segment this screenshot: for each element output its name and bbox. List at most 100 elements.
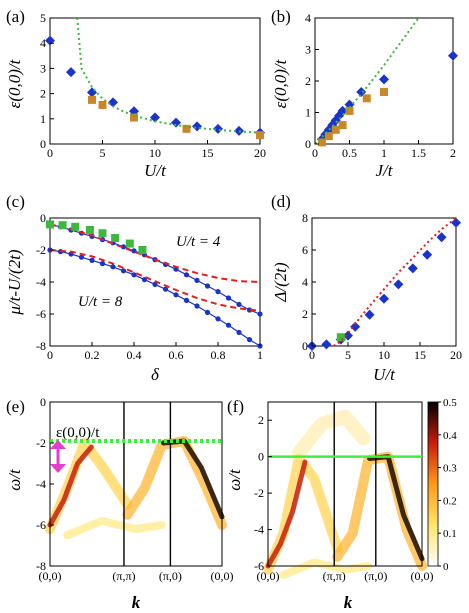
panel-d-xtick-label: 20: [450, 348, 462, 362]
panel-c-series-4-point: [138, 246, 147, 254]
panel-a-series-1-point: [182, 124, 191, 133]
panel-c-series-1-point: [204, 309, 211, 315]
colorbar-tick-label: 0.2: [443, 495, 457, 507]
panel-c-xtick-label: 0: [47, 348, 53, 362]
panel-e-ytick-label: -6: [36, 518, 46, 532]
panel-e-ytick-label: -8: [36, 559, 46, 573]
panel-c-marks: 0 0.2 0.4 0.6 0.8 1 -8 -6 -4 -2 0: [36, 211, 263, 362]
panel-a-series-0-point: [150, 112, 160, 123]
panel-b-ytick-label: 3: [305, 43, 311, 57]
panel-c-series-4-point: [125, 239, 134, 248]
panel-c-series-1-point: [225, 322, 232, 328]
panel-a-series-0-point: [171, 117, 181, 128]
panel-c-series-0-point: [194, 277, 200, 283]
panel-c-series-1-point: [215, 316, 221, 322]
panel-a-xtick-label: 10: [149, 146, 161, 160]
colorbar: [427, 401, 439, 567]
panel-b-series-0-point: [337, 105, 348, 116]
panel-a-xtick-label: 15: [202, 146, 214, 160]
panel-d-series-0-point: [321, 339, 332, 350]
panel-b-xtick-label: 0: [312, 146, 318, 160]
panel-c-series-1-point: [89, 257, 95, 263]
panel-d-ytick-label: 2: [302, 307, 308, 321]
panel-c-series-1-point: [120, 268, 127, 274]
panel-d-series-1-point: [336, 333, 345, 342]
panel-d-xtick-label: 15: [414, 348, 426, 362]
panel-c-ytick-label: -4: [36, 275, 46, 289]
panel-d-series-0-point: [451, 217, 461, 228]
panel-a-marks: 0 5 10 15 20 0 1 2 3 4 5: [40, 11, 266, 160]
panel-b: 0 0.5 1 1.5 2 0 1 2 3 4 (b) ε(0,0)/t J/t: [271, 7, 458, 180]
panel-a-series-0-point: [87, 87, 97, 98]
panel-b-label: (b): [271, 7, 291, 26]
panel-c-series-1-point: [236, 329, 242, 335]
panel-d-label: (d): [271, 192, 291, 211]
panel-c-series-0-point: [215, 289, 221, 295]
panel-e-k-label: (0,0): [39, 569, 62, 583]
panel-c-series-1-point: [162, 286, 169, 292]
colorbar-ticks: 0 0.1 0.2 0.3 0.4 0.5: [438, 397, 457, 573]
panel-f-ytick-label: -6: [254, 559, 264, 573]
panel-f-label: (f): [227, 397, 244, 416]
panel-a-xlabel: U/t: [144, 161, 167, 180]
panel-f-ytick-label: 0: [258, 450, 264, 464]
panel-d-marks: 0 5 10 15 20 0 2 4 6 8: [302, 211, 462, 362]
panel-c-ytick-label: -2: [36, 243, 46, 257]
panel-b-series-1-point: [338, 121, 347, 130]
panel-b-series-0-point: [448, 50, 458, 61]
panel-c-series-0-point: [183, 272, 190, 278]
panel-c-series-1-point: [194, 303, 200, 309]
panel-c-series-4-point: [71, 222, 80, 231]
panel-d-series-0-point: [422, 249, 433, 260]
panel-a-series-0-point: [192, 121, 202, 132]
double-arrow-head-down: [50, 464, 66, 473]
panel-e-label: (e): [6, 397, 25, 416]
panel-a-ytick-label: 4: [40, 36, 46, 50]
panel-b-xtick-label: 1.5: [411, 146, 426, 160]
panel-b-series-1-point: [380, 88, 388, 97]
panel-c-xlabel: δ: [151, 365, 160, 384]
panel-c-label: (c): [6, 192, 25, 211]
panel-c-series-4-point: [46, 220, 54, 229]
panel-a-frame: [49, 17, 261, 145]
panel-d-series-0-point: [407, 263, 418, 274]
panel-a-xtick-label: 5: [100, 146, 106, 160]
panel-b-xtick-label: 1: [381, 146, 387, 160]
panel-c-xtick-label: 1: [257, 348, 263, 362]
panel-b-ytick-label: 2: [305, 74, 311, 88]
panel-a-ytick-label: 0: [40, 137, 46, 151]
panel-c-series-4-point: [85, 226, 94, 234]
panel-f-ytick-label: -2: [254, 486, 264, 500]
panel-d-xtick-label: 5: [345, 348, 351, 362]
panel-c-series-1-point: [131, 272, 137, 278]
panel-d-ytick-label: 4: [302, 275, 308, 289]
panel-c-annotation-u8: U/t = 8: [78, 294, 123, 310]
panel-e-intensity-band: [63, 516, 166, 540]
panel-d-series-0-point: [393, 279, 404, 290]
double-arrow-head-up: [50, 440, 66, 449]
panel-e-ylabel: ω/t: [5, 468, 24, 491]
panel-f-marks: -6 -4 -2 0 2 (0,0) (π,π) (π,0) (0,0): [254, 402, 434, 583]
panel-d-ytick-label: 6: [302, 243, 308, 257]
panel-a-series-1-point: [130, 113, 138, 122]
panel-c-series-1-point: [99, 261, 106, 267]
panel-b-series-2-curve: [314, 17, 420, 145]
colorbar-tick-label: 0.4: [443, 430, 457, 442]
panel-f-k-label: (π,π): [323, 569, 346, 583]
panel-d-ylabel: Δ/(2t): [271, 262, 290, 303]
panel-b-series-1-point: [362, 94, 371, 103]
panel-c-ylabel: μ/t-U/(2t): [5, 249, 24, 316]
panel-e-intensity-band: [161, 438, 225, 520]
panel-e-k-label: (π,0): [159, 569, 182, 583]
panel-c-ytick-label: 0: [40, 211, 46, 225]
panel-c-series-1-point: [152, 281, 158, 287]
panel-a-xtick-label: 20: [254, 146, 266, 160]
panel-c-series-1-point: [110, 264, 116, 270]
panel-c-series-1-point: [183, 297, 190, 303]
panel-f-k-label: (0,0): [257, 569, 280, 583]
colorbar-tick-label: 0.1: [443, 528, 457, 540]
panel-b-ytick-label: 1: [305, 106, 311, 120]
panel-f-intensity-band: [291, 409, 371, 461]
colorbar-tick-label: 0: [443, 561, 449, 573]
